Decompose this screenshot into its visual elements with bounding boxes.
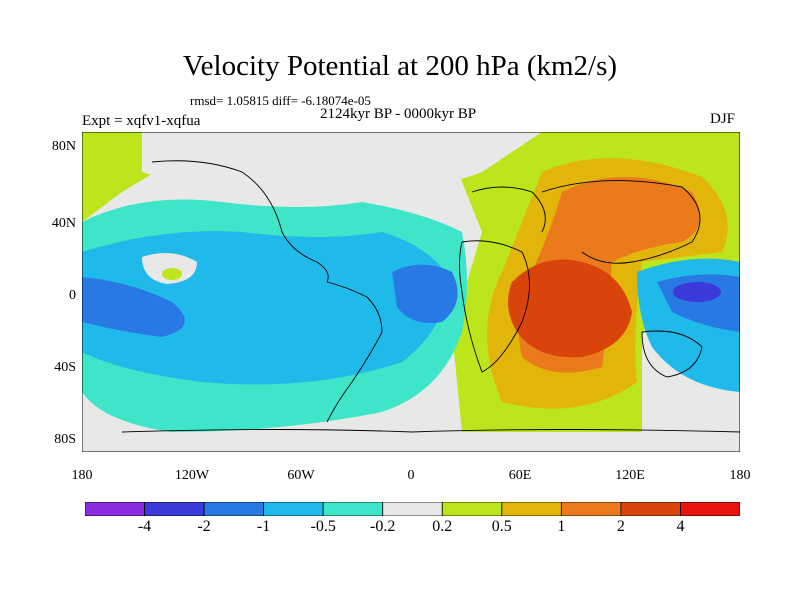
colorbar-label: -0.5 <box>310 518 336 535</box>
lat-label-40n: 40N <box>51 216 76 231</box>
contour-pacific-high-core <box>162 268 182 280</box>
colorbar-label: -2 <box>197 518 211 535</box>
lon-label-0: 0 <box>407 468 415 483</box>
contour-positive-max <box>508 259 632 358</box>
contour-negative-atlantic-low <box>392 264 458 323</box>
contour-fill-layer <box>82 132 740 452</box>
colorbar-swatch <box>203 502 265 516</box>
lat-label-80n: 80N <box>51 139 76 154</box>
colorbar-label: -4 <box>137 518 152 535</box>
contour-negative-maritime-core <box>673 282 721 302</box>
lat-label-0: 0 <box>69 288 76 303</box>
colorbar-label: 0.2 <box>432 518 453 535</box>
colorbar-label: -0.2 <box>370 518 396 535</box>
lat-label-40s: 40S <box>54 360 76 375</box>
lon-label-60w: 60W <box>287 468 315 483</box>
season-label: DJF <box>710 111 736 127</box>
colorbar <box>85 502 740 516</box>
map-title: Velocity Potential at 200 hPa (km2/s) <box>182 50 618 82</box>
colorbar-label: 2 <box>616 518 625 535</box>
lat-label-80s: 80S <box>54 432 76 447</box>
stats-text: rmsd= 1.05815 diff= -6.18074e-05 <box>190 93 371 108</box>
colorbar-label: 1 <box>557 518 566 535</box>
colorbar-label: -1 <box>256 518 271 535</box>
lon-label-120w: 120W <box>174 468 210 483</box>
period-text: 2124kyr BP - 0000kyr BP <box>320 106 477 122</box>
velocity-potential-map <box>82 132 740 452</box>
europe-coast <box>471 186 546 233</box>
colorbar-swatch <box>382 502 443 516</box>
lon-label-120e: 120E <box>615 468 645 483</box>
colorbar-swatch <box>680 502 740 516</box>
lon-label-180e: 180 <box>729 468 751 483</box>
contour-negative-west-low <box>82 277 185 337</box>
colorbar-swatch <box>501 502 562 516</box>
colorbar-swatch <box>85 502 145 516</box>
south-america-coast <box>326 281 383 423</box>
lon-label-60e: 60E <box>508 468 532 483</box>
north-america-coast <box>151 160 329 283</box>
asia-coast <box>541 180 701 264</box>
lon-label-180w: 180 <box>71 468 93 483</box>
colorbar-label: 4 <box>676 518 685 535</box>
antarctica-coast <box>121 429 740 433</box>
experiment-label: Expt = xqfv1-xqfua <box>82 113 201 129</box>
colorbar-swatch <box>620 502 681 516</box>
colorbar-swatch <box>263 502 324 516</box>
coastline-layer <box>121 160 740 433</box>
colorbar-swatch <box>441 502 503 516</box>
colorbar-swatch <box>144 502 205 516</box>
colorbar-label: 0.5 <box>491 518 512 535</box>
colorbar-swatch <box>322 502 384 516</box>
colorbar-swatch <box>560 502 622 516</box>
africa-coast <box>459 240 530 373</box>
australia-coast <box>641 330 703 378</box>
